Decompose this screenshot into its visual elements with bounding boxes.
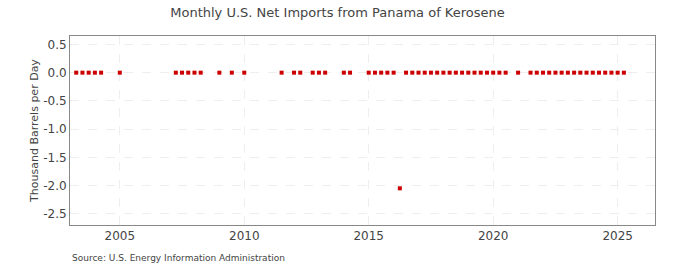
- svg-text:Thousand Barrels per Day: Thousand Barrels per Day: [28, 59, 41, 203]
- svg-text:-1.0: -1.0: [43, 122, 66, 136]
- svg-text:2025: 2025: [602, 229, 633, 243]
- svg-text:2015: 2015: [353, 229, 384, 243]
- svg-text:-2.0: -2.0: [43, 179, 66, 193]
- svg-text:-1.5: -1.5: [43, 151, 66, 165]
- svg-text:2020: 2020: [478, 229, 509, 243]
- svg-text:0.0: 0.0: [48, 66, 67, 80]
- svg-text:2010: 2010: [229, 229, 260, 243]
- svg-text:Source: U.S. Energy Informatio: Source: U.S. Energy Information Administ…: [72, 253, 285, 263]
- svg-text:Monthly U.S. Net Imports from: Monthly U.S. Net Imports from Panama of …: [170, 5, 504, 20]
- svg-text:0.5: 0.5: [48, 38, 67, 52]
- svg-text:2005: 2005: [105, 229, 136, 243]
- svg-text:-0.5: -0.5: [43, 94, 66, 108]
- svg-text:-2.5: -2.5: [43, 207, 66, 221]
